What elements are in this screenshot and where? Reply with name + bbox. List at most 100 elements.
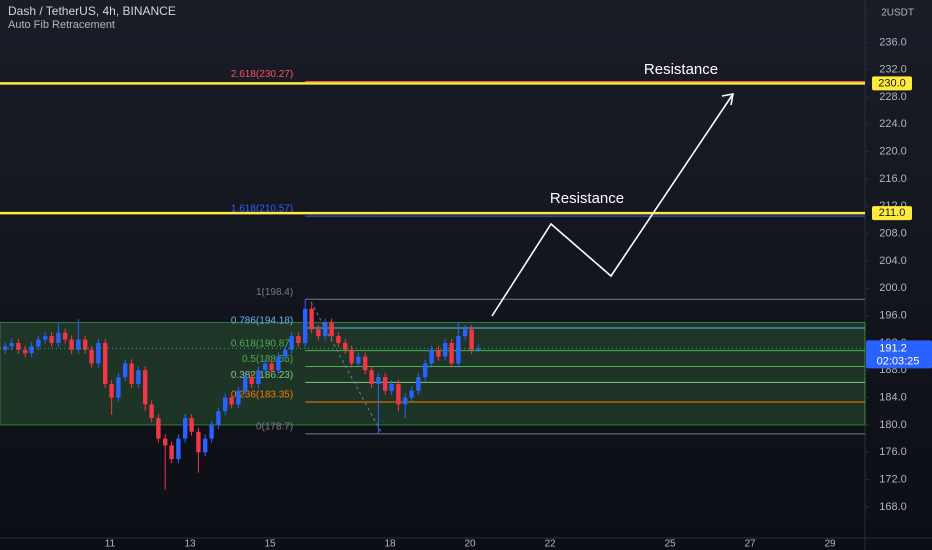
candle-body (303, 308, 308, 343)
candle-body (236, 390, 241, 405)
candle-body (129, 363, 134, 384)
candle-body (229, 397, 234, 405)
candle-body (329, 322, 334, 337)
candle-body (396, 383, 401, 405)
candle-body (269, 363, 274, 371)
fib-label: 2.618(230.27) (231, 69, 293, 80)
annotation: Resistance (644, 61, 718, 78)
candle-body (383, 377, 388, 391)
candle-body (276, 356, 281, 371)
chart-subtitle: Auto Fib Retracement (8, 19, 115, 31)
candle-body (449, 342, 454, 364)
candle-body (96, 342, 101, 364)
candle-body (69, 339, 74, 350)
price-tag-label: 230.0 (878, 77, 906, 89)
candle-body (409, 390, 414, 398)
y-axis-label: USDT (887, 8, 914, 19)
candle-body (436, 349, 441, 357)
candle-body (363, 356, 368, 371)
x-tick-label: 13 (184, 539, 196, 550)
candle-body (369, 370, 374, 384)
fib-label: 1(198.4) (256, 287, 293, 298)
arrow-head (721, 93, 734, 106)
candle-body (43, 336, 48, 340)
projection-arrow (491, 93, 734, 317)
scale-badge: 2 (881, 8, 887, 19)
candle-body (156, 418, 161, 439)
candle-body (123, 363, 128, 378)
x-tick-label: 22 (544, 539, 556, 550)
candle-body (249, 377, 254, 384)
candle-body (149, 404, 154, 419)
x-tick-label: 25 (664, 539, 676, 550)
candle-body (169, 445, 174, 460)
candle-body (223, 397, 228, 412)
candle-body (296, 336, 301, 343)
fib-label: 0.786(194.18) (231, 316, 293, 327)
x-tick-label: 20 (464, 539, 476, 550)
candle-body (289, 336, 294, 350)
plot: 2.618(230.27) 1.618(210.57) 1(198.4) 0.786(… (0, 36, 932, 550)
candle-body (176, 438, 181, 460)
fib-label: 0.5(188.55) (242, 354, 293, 365)
candle-body (469, 329, 474, 350)
candle-body (416, 377, 421, 391)
candle-body (243, 377, 248, 391)
candle-body (136, 370, 141, 384)
fib-trend-line (310, 301, 383, 435)
candle-body (263, 363, 268, 371)
candle-body (349, 349, 354, 364)
y-tick-label: 232.0 (879, 64, 907, 76)
y-tick-label: 216.0 (879, 173, 907, 185)
y-tick-label: 168.0 (879, 501, 907, 513)
candle-body (376, 377, 381, 384)
candle-body (403, 397, 408, 405)
fib-label: 0.618(190.87) (231, 338, 293, 349)
candle-body (103, 342, 108, 384)
x-tick-label: 18 (384, 539, 396, 550)
candle-body (189, 418, 194, 432)
x-tick-label: 27 (744, 539, 756, 550)
countdown: 02:03:25 (877, 355, 920, 367)
last-price-tag (866, 340, 932, 369)
y-tick-label: 196.0 (879, 310, 907, 322)
y-tick-label: 184.0 (879, 392, 907, 404)
price-tag-label: 211.0 (879, 207, 906, 219)
candle-body (29, 346, 34, 354)
candle-body (443, 342, 448, 357)
y-tick-label: 228.0 (879, 91, 907, 103)
candle-body (283, 349, 288, 357)
candle-body (49, 336, 54, 343)
candle-body (143, 370, 148, 405)
candle-body (9, 342, 14, 347)
x-tick-label: 15 (264, 539, 276, 550)
candle-body (423, 363, 428, 378)
candle-body (356, 356, 361, 364)
candle-body (116, 377, 121, 398)
candle-body (429, 349, 434, 364)
x-tick-label: 11 (105, 539, 116, 550)
candle-body (389, 383, 394, 391)
candle-body (36, 339, 41, 347)
y-tick-label: 172.0 (879, 473, 907, 485)
fib-label: 0.382(186.23) (231, 370, 293, 381)
candle-body (216, 411, 221, 425)
candle-body (336, 336, 341, 343)
candle-body (463, 329, 468, 337)
y-tick-label: 176.0 (879, 446, 907, 458)
annotation: Resistance (550, 190, 624, 207)
candle-body (163, 438, 168, 446)
candle-body (23, 349, 28, 354)
price-tag (872, 76, 912, 91)
candle-body (316, 329, 321, 337)
candle-body (309, 308, 314, 330)
chart-title: Dash / TetherUS, 4h, BINANCE (8, 4, 176, 18)
candle-body (476, 348, 481, 350)
y-tick-label: 220.0 (879, 146, 907, 158)
candle-body (56, 332, 61, 343)
candle-body (89, 349, 94, 364)
candle-body (109, 383, 114, 398)
y-tick-label: 224.0 (879, 118, 907, 130)
